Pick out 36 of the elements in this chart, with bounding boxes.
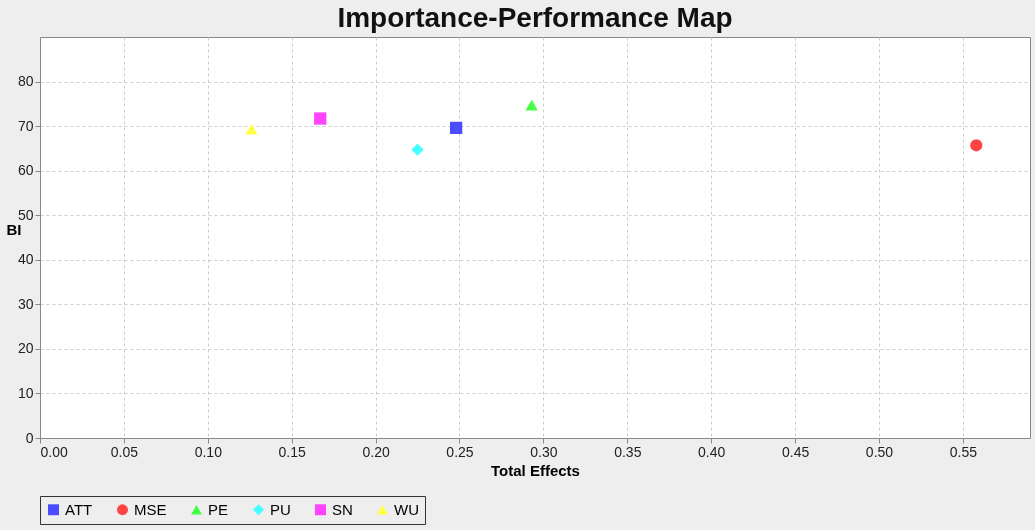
point (970, 139, 983, 152)
y-tick-label: 60 (17, 162, 34, 179)
legend-label: PU (270, 500, 291, 518)
point (411, 143, 424, 156)
legend-label: PE (208, 500, 229, 518)
legend-label: SN (332, 500, 353, 518)
legend-label: ATT (65, 500, 93, 518)
x-tick-label: 0.55 (949, 443, 978, 460)
y-tick-label: 70 (17, 117, 34, 134)
chart-title: Importance-Performance Map (337, 2, 733, 33)
x-tick-label: 0.35 (614, 443, 642, 460)
point (525, 99, 538, 111)
x-tick-label: 0.15 (278, 443, 307, 460)
y-axis-title: BI (6, 221, 22, 238)
y-tick-label: 10 (17, 384, 34, 401)
x-tick-label: 0.20 (362, 443, 390, 460)
x-tick-label: 0.25 (446, 443, 474, 460)
legend-label: MSE (134, 500, 167, 518)
x-tick-label: 0.45 (781, 443, 810, 460)
x-tick-label: 0.50 (865, 443, 894, 460)
x-axis-title: Total Effects (491, 461, 580, 479)
y-tick-label: 0 (25, 429, 34, 446)
y-tick-label: 50 (17, 206, 34, 223)
y-tick-label: 20 (17, 340, 34, 357)
y-tick-label: 40 (17, 251, 34, 268)
point (450, 121, 463, 135)
point (314, 112, 327, 125)
x-tick-label: 0.05 (110, 443, 139, 460)
y-tick-label: 30 (17, 295, 34, 312)
y-tick-label: 80 (17, 73, 34, 90)
x-tick-label: 0.40 (698, 443, 726, 460)
x-tick-label: 0.00 (40, 443, 68, 460)
point (245, 123, 258, 135)
legend-label: WU (394, 500, 419, 518)
x-tick-label: 0.10 (194, 443, 223, 460)
x-tick-label: 0.30 (530, 443, 558, 460)
